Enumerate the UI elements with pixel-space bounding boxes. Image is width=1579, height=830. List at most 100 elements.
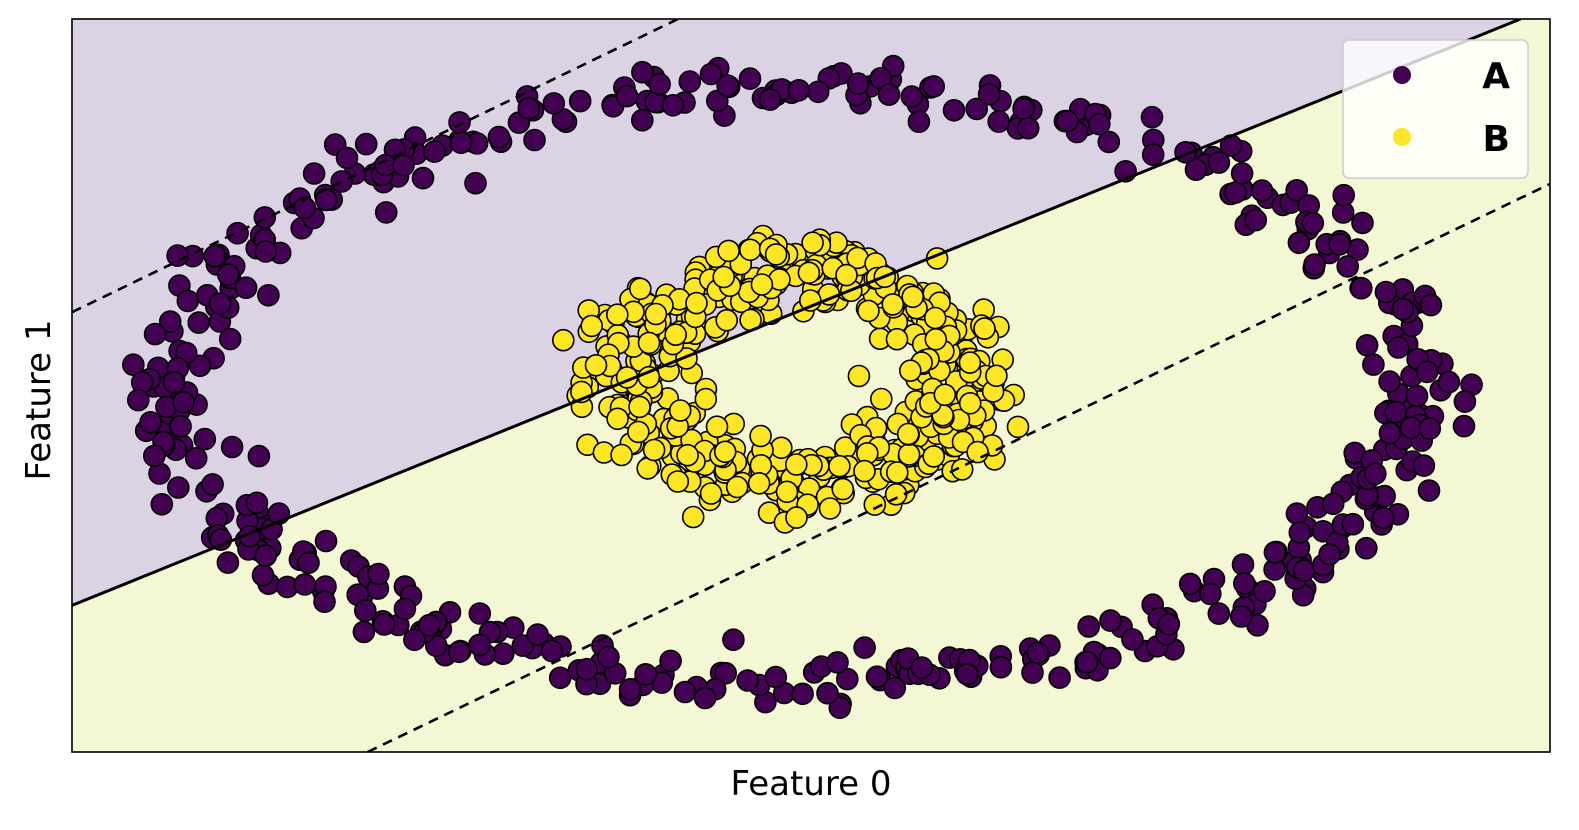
data-point-a	[143, 322, 167, 346]
legend-marker-b	[1393, 128, 1411, 146]
data-point-a	[203, 244, 226, 268]
data-point-b	[897, 443, 921, 466]
data-point-a	[251, 563, 275, 587]
data-point-a	[1178, 572, 1202, 596]
data-point-a	[417, 613, 441, 637]
data-point-b	[705, 415, 729, 439]
data-point-b	[584, 353, 608, 377]
data-point-a	[353, 599, 377, 622]
data-point-a	[1229, 605, 1253, 628]
data-point-a	[169, 415, 192, 438]
data-point-a	[372, 613, 396, 636]
data-point-a	[942, 99, 966, 122]
data-point-a	[254, 544, 278, 567]
data-point-b	[637, 331, 661, 355]
data-point-a	[293, 573, 317, 596]
data-point-a	[977, 83, 1001, 106]
data-point-a	[335, 146, 359, 170]
data-point-a	[1336, 255, 1359, 278]
data-point-a	[1453, 390, 1477, 413]
data-point-a	[816, 681, 839, 705]
x-axis-label: Feature 0	[731, 764, 892, 804]
data-point-b	[885, 461, 909, 484]
data-point-a	[965, 97, 989, 121]
data-point-a	[158, 310, 182, 333]
data-point-a	[1391, 297, 1415, 321]
data-point-a	[166, 244, 189, 267]
data-point-a	[1287, 231, 1311, 255]
data-point-a	[314, 529, 338, 553]
data-point-a	[699, 62, 723, 86]
data-point-b	[749, 424, 772, 448]
data-point-a	[1437, 370, 1461, 394]
data-point-a	[1285, 179, 1308, 202]
data-point-a	[877, 83, 901, 106]
data-point-b	[699, 482, 723, 505]
data-point-a	[883, 676, 907, 700]
data-point-a	[1088, 112, 1111, 136]
data-point-a	[216, 551, 240, 574]
data-point-a	[220, 435, 244, 459]
data-point-b	[715, 308, 739, 332]
series-b	[551, 224, 1030, 534]
data-point-a	[1021, 661, 1044, 684]
data-point-a	[540, 639, 564, 663]
data-point-a	[1075, 650, 1099, 674]
data-point-a	[293, 196, 317, 220]
data-point-a	[208, 292, 232, 315]
data-point-a	[648, 72, 671, 96]
data-point-a	[828, 696, 852, 720]
data-point-a	[526, 623, 549, 646]
data-point-a	[987, 110, 1011, 133]
data-point-b	[901, 285, 925, 309]
data-point-a	[693, 686, 717, 710]
data-point-b	[933, 383, 957, 407]
data-point-a	[1012, 97, 1035, 121]
data-point-a	[172, 390, 195, 414]
data-point-a	[423, 140, 446, 163]
data-point-a	[1341, 512, 1365, 536]
data-point-b	[885, 327, 909, 351]
data-point-a	[722, 628, 745, 652]
data-point-a	[226, 221, 249, 245]
data-point-a	[193, 427, 217, 451]
data-point-b	[628, 395, 651, 419]
y-axis-label: Feature 1	[19, 320, 59, 481]
data-point-b	[610, 443, 633, 467]
data-point-a	[1048, 666, 1071, 689]
data-point-a	[1321, 492, 1345, 516]
data-point-b	[896, 422, 920, 446]
decision-boundary-lines	[72, 19, 1550, 752]
data-point-b	[713, 440, 737, 464]
data-point-b	[831, 477, 855, 501]
data-point-a	[1378, 370, 1401, 393]
data-point-a	[257, 283, 280, 307]
data-point-b	[712, 265, 736, 289]
data-point-a	[1418, 417, 1442, 440]
data-point-b	[828, 454, 851, 478]
data-point-a	[634, 662, 657, 686]
data-point-a	[487, 125, 511, 149]
plot-frame	[71, 18, 1551, 753]
data-point-a	[1355, 536, 1378, 560]
data-point-a	[218, 327, 242, 351]
data-point-b	[626, 420, 650, 444]
data-point-a	[447, 640, 471, 664]
data-point-b	[985, 364, 1008, 388]
data-point-a	[297, 551, 320, 575]
data-point-a	[1263, 541, 1287, 564]
legend-box	[1342, 39, 1529, 179]
data-point-b	[923, 306, 947, 330]
data-point-b	[801, 231, 824, 254]
data-point-a	[1452, 414, 1476, 438]
data-point-a	[523, 128, 546, 152]
data-point-a	[955, 662, 979, 686]
data-point-a	[716, 74, 739, 97]
data-point-a	[1285, 502, 1309, 525]
data-point-a	[1231, 553, 1255, 576]
decision-boundary-line	[72, 19, 1522, 607]
data-point-a	[1224, 181, 1247, 204]
data-point-a	[1318, 542, 1341, 566]
data-point-a	[661, 94, 685, 117]
data-point-a	[1378, 421, 1402, 445]
